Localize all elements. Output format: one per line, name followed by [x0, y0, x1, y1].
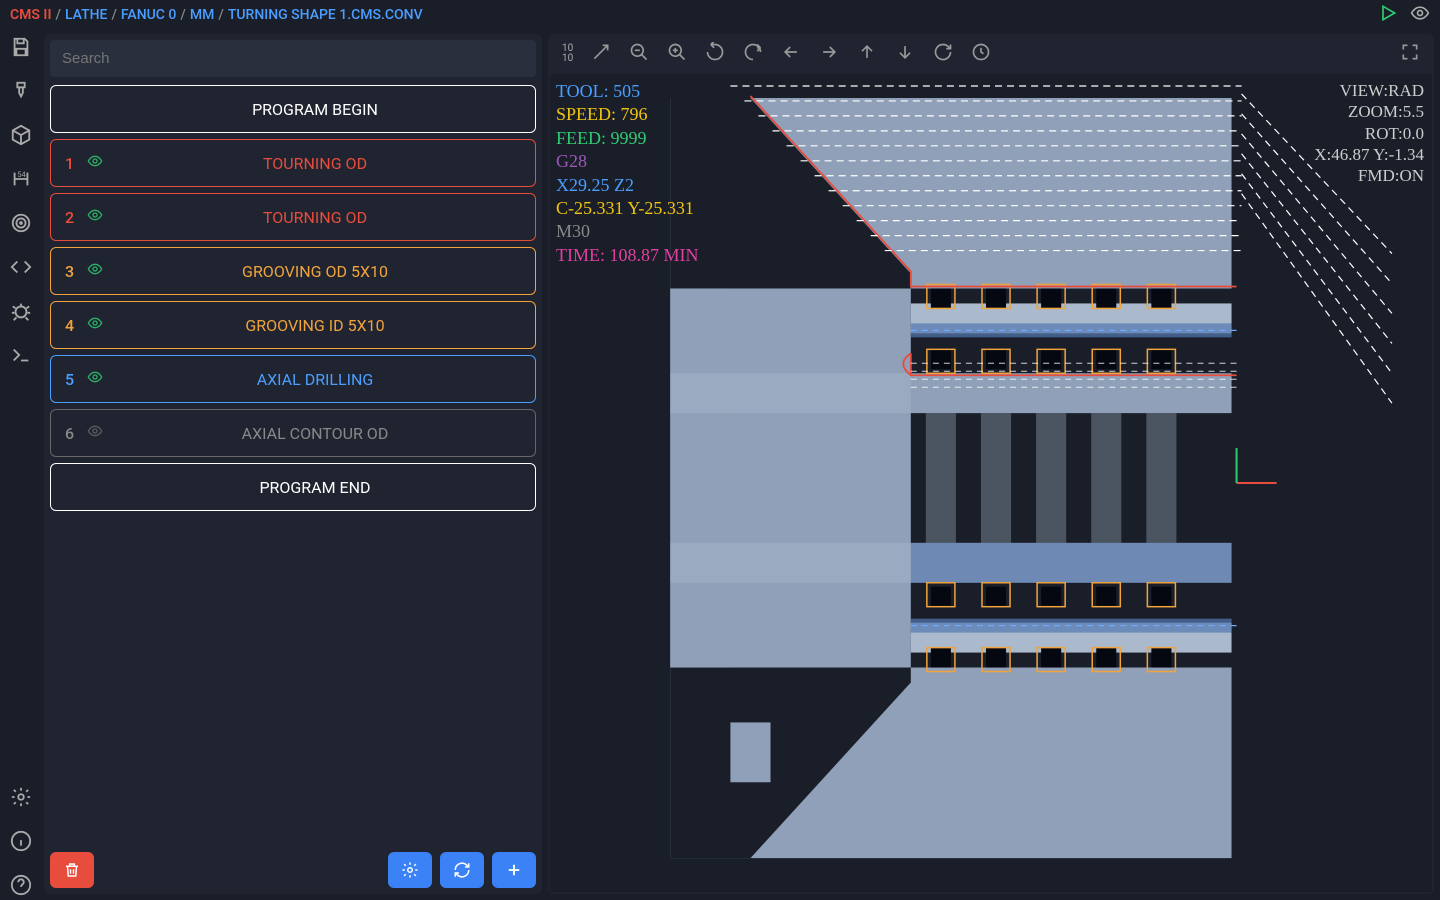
save-icon[interactable] — [10, 36, 32, 62]
terminal-icon[interactable] — [10, 344, 32, 370]
arrow-down-icon[interactable] — [895, 42, 915, 66]
eye-icon[interactable] — [87, 369, 109, 389]
operation-item[interactable]: 5 AXIAL DRILLING — [50, 355, 536, 403]
simulation-canvas[interactable]: TOOL: 505 SPEED: 796 FEED: 9999 G28 X29.… — [550, 74, 1432, 892]
eye-icon[interactable] — [87, 207, 109, 227]
operation-label: GROOVING OD 5X10 — [109, 262, 521, 281]
viewinfo-view: VIEW:RAD — [1314, 80, 1424, 101]
svg-text:54: 54 — [17, 170, 25, 179]
visibility-icon[interactable] — [1410, 3, 1430, 27]
redo-icon[interactable] — [743, 42, 763, 66]
eye-icon[interactable] — [87, 153, 109, 173]
readout-g28: G28 — [556, 150, 699, 173]
breadcrumb-item[interactable]: TURNING SHAPE 1.CMS.CONV — [228, 7, 423, 23]
search-input[interactable] — [50, 40, 536, 77]
breadcrumb: / LATHE / FANUC 0 / MM / TURNING SHAPE 1… — [51, 7, 422, 23]
readout-xz: X29.25 Z2 — [556, 174, 699, 197]
play-icon[interactable] — [1378, 3, 1398, 27]
settings-icon[interactable] — [10, 786, 32, 812]
app-name: CMS II — [10, 7, 51, 23]
eye-icon[interactable] — [87, 423, 109, 443]
operation-number: 2 — [65, 208, 87, 227]
breadcrumb-sep: / — [55, 7, 60, 23]
eye-icon[interactable] — [87, 315, 109, 335]
viewinfo-rot: ROT:0.0 — [1314, 123, 1424, 144]
operation-label: AXIAL CONTOUR OD — [109, 424, 521, 443]
operation-label: TOURNING OD — [109, 208, 521, 227]
target-icon[interactable] — [10, 212, 32, 238]
operation-item[interactable]: PROGRAM END — [50, 463, 536, 511]
arrow-right-icon[interactable] — [819, 42, 839, 66]
zoom-out-icon[interactable] — [629, 42, 649, 66]
operation-label: AXIAL DRILLING — [109, 370, 521, 389]
add-button[interactable] — [492, 852, 536, 888]
viewinfo-xy: X:46.87 Y:-1.34 — [1314, 144, 1424, 165]
operation-label: GROOVING ID 5X10 — [109, 316, 521, 335]
operation-label: PROGRAM END — [109, 478, 521, 497]
view-info: VIEW:RAD ZOOM:5.5 ROT:0.0 X:46.87 Y:-1.3… — [1314, 80, 1424, 186]
bug-icon[interactable] — [10, 300, 32, 326]
gcode-readout: TOOL: 505 SPEED: 796 FEED: 9999 G28 X29.… — [556, 80, 699, 267]
arrow-up-icon[interactable] — [857, 42, 877, 66]
tool-icon[interactable] — [10, 80, 32, 106]
readout-speed: SPEED: 796 — [556, 103, 699, 126]
delete-button[interactable] — [50, 852, 94, 888]
reset-icon[interactable] — [933, 42, 953, 66]
operation-number: 5 — [65, 370, 87, 389]
viewinfo-zoom: ZOOM:5.5 — [1314, 101, 1424, 122]
breadcrumb-item[interactable]: MM — [190, 7, 215, 23]
operation-number: 1 — [65, 154, 87, 173]
readout-tool: TOOL: 505 — [556, 80, 699, 103]
fullscreen-icon[interactable] — [1400, 42, 1420, 66]
icon-rail: 54 — [0, 30, 42, 900]
readout-cy: C-25.331 Y-25.331 — [556, 197, 699, 220]
config-button[interactable] — [388, 852, 432, 888]
operation-item[interactable]: 6 AXIAL CONTOUR OD — [50, 409, 536, 457]
pointer-icon[interactable] — [591, 42, 611, 66]
operation-item[interactable]: PROGRAM BEGIN — [50, 85, 536, 133]
refresh-button[interactable] — [440, 852, 484, 888]
simulation-panel: 1010 TOOL: 505 SPEED: 796 FEED: 9999 G28… — [548, 34, 1434, 894]
eye-icon[interactable] — [87, 261, 109, 281]
program-panel: PROGRAM BEGIN 1 TOURNING OD 2 TOURNING OD 3 GR… — [44, 34, 542, 894]
grid-snap-icon[interactable]: 1010 — [562, 44, 573, 64]
breadcrumb-item[interactable]: FANUC 0 — [121, 7, 176, 23]
breadcrumb-item[interactable]: LATHE — [65, 7, 108, 23]
readout-time: TIME: 108.87 MIN — [556, 244, 699, 267]
operation-item[interactable]: 3 GROOVING OD 5X10 — [50, 247, 536, 295]
breadcrumb-sep: / — [218, 7, 223, 23]
operation-number: 3 — [65, 262, 87, 281]
operation-number: 4 — [65, 316, 87, 335]
breadcrumb-sep: / — [180, 7, 185, 23]
cube-icon[interactable] — [10, 124, 32, 150]
readout-m30: M30 — [556, 220, 699, 243]
undo-icon[interactable] — [705, 42, 725, 66]
operation-label: TOURNING OD — [109, 154, 521, 173]
arrow-left-icon[interactable] — [781, 42, 801, 66]
panel-toolbar — [50, 844, 536, 888]
code-icon[interactable] — [10, 256, 32, 282]
operation-item[interactable]: 2 TOURNING OD — [50, 193, 536, 241]
title-bar: CMS II / LATHE / FANUC 0 / MM / TURNING … — [0, 0, 1440, 30]
zoom-in-icon[interactable] — [667, 42, 687, 66]
measure-icon[interactable]: 54 — [10, 168, 32, 194]
operation-label: PROGRAM BEGIN — [109, 100, 521, 119]
readout-feed: FEED: 9999 — [556, 127, 699, 150]
operation-item[interactable]: 1 TOURNING OD — [50, 139, 536, 187]
viewinfo-fmd: FMD:ON — [1314, 165, 1424, 186]
operation-number: 6 — [65, 424, 87, 443]
breadcrumb-sep: / — [111, 7, 116, 23]
info-icon[interactable] — [10, 830, 32, 856]
canvas-toolbar: 1010 — [548, 34, 1434, 74]
operation-list: PROGRAM BEGIN 1 TOURNING OD 2 TOURNING OD 3 GR… — [50, 85, 536, 844]
operation-item[interactable]: 4 GROOVING ID 5X10 — [50, 301, 536, 349]
help-icon[interactable] — [10, 874, 32, 900]
history-icon[interactable] — [971, 42, 991, 66]
